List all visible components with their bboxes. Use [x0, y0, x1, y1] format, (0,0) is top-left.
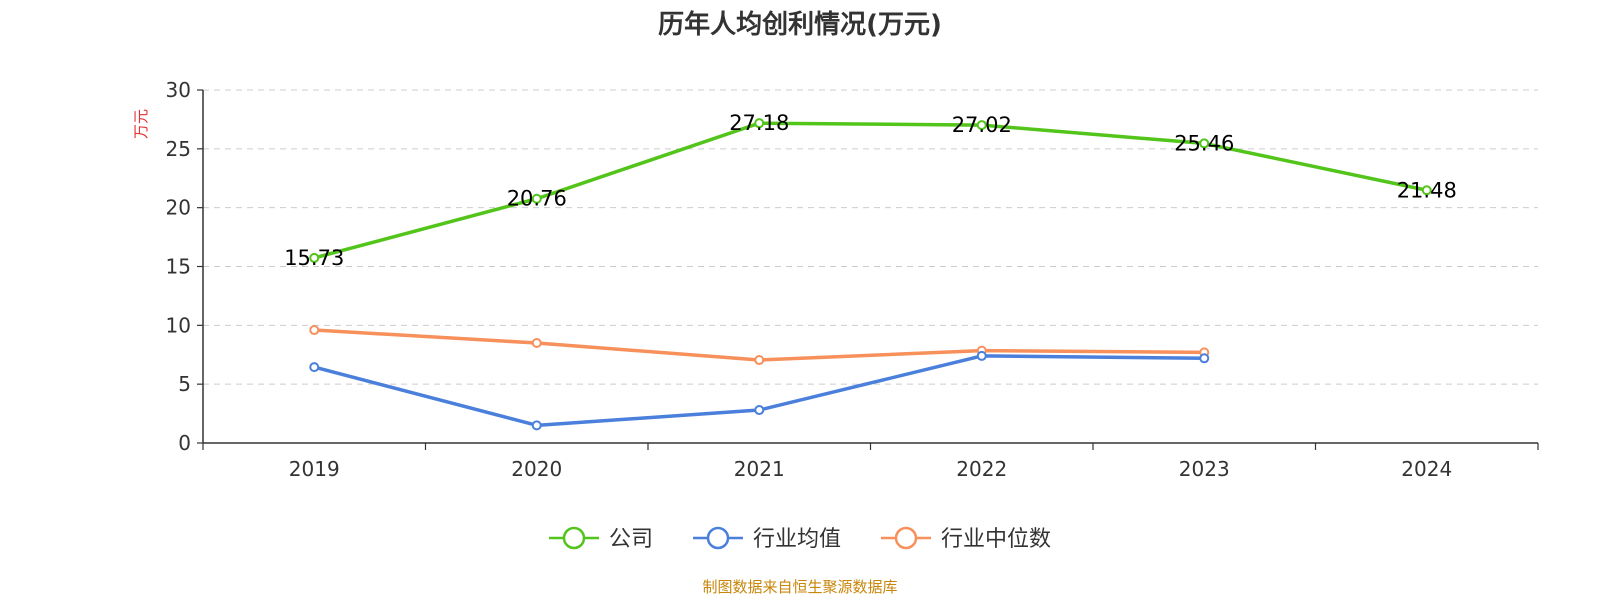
legend-label: 行业均值: [753, 527, 841, 552]
x-tick-label: 2023: [1179, 457, 1230, 481]
x-tick-label: 2022: [956, 457, 1007, 481]
data-point: [309, 325, 320, 336]
data-point: [1199, 353, 1210, 364]
y-tick-label: 10: [166, 313, 191, 337]
data-labels: 15.73 20.76 27.18 27.02 25.46 21.48: [284, 111, 1457, 270]
legend[interactable]: 公司 行业均值 行业中位数: [549, 526, 1051, 552]
legend-item-0[interactable]: 公司: [549, 526, 653, 552]
legend-marker: [562, 526, 586, 550]
axes: 0 5 10 15 20 25 30 2019 2020 2021 2022 2023 2024: [166, 78, 1539, 481]
legend-label: 公司: [609, 527, 653, 552]
data-point: [754, 405, 765, 416]
x-tick-label: 2020: [511, 457, 562, 481]
y-tick-label: 15: [166, 255, 191, 279]
legend-item-2[interactable]: 行业中位数: [881, 526, 1051, 552]
data-point: [531, 337, 542, 348]
x-tick-label: 2021: [734, 457, 785, 481]
y-tick-label: 5: [178, 372, 191, 396]
legend-marker: [706, 526, 730, 550]
grid-lines: [203, 89, 1538, 385]
y-tick-label: 20: [166, 196, 191, 220]
chart-title: 历年人均创利情况(万元): [658, 9, 942, 40]
y-tick-label: 25: [166, 137, 191, 161]
data-label: 15.73: [284, 246, 344, 270]
legend-label: 行业中位数: [941, 527, 1051, 552]
data-label: 27.02: [952, 113, 1012, 137]
data-point: [754, 355, 765, 366]
data-point: [1199, 138, 1210, 149]
legend-item-1[interactable]: 行业均值: [693, 526, 841, 552]
data-point: [531, 193, 542, 204]
x-tick-label: 2019: [289, 457, 340, 481]
data-label: 25.46: [1174, 131, 1234, 155]
data-label: 21.48: [1397, 178, 1457, 202]
series-group: [309, 118, 1432, 431]
y-tick-label: 0: [178, 431, 191, 455]
data-point: [531, 420, 542, 431]
legend-marker: [894, 526, 918, 550]
data-point: [1421, 185, 1432, 196]
y-axis-label: 万元: [132, 109, 150, 139]
series-line-0: [313, 121, 1428, 260]
data-point: [309, 252, 320, 263]
data-point: [309, 362, 320, 373]
data-point: [976, 350, 987, 361]
data-label: 27.18: [729, 111, 789, 135]
y-tick-label: 30: [166, 78, 191, 102]
data-label: 20.76: [507, 187, 567, 211]
data-point: [754, 118, 765, 129]
data-point: [976, 120, 987, 131]
source-note: 制图数据来自恒生聚源数据库: [702, 578, 897, 596]
x-tick-label: 2024: [1401, 457, 1452, 481]
